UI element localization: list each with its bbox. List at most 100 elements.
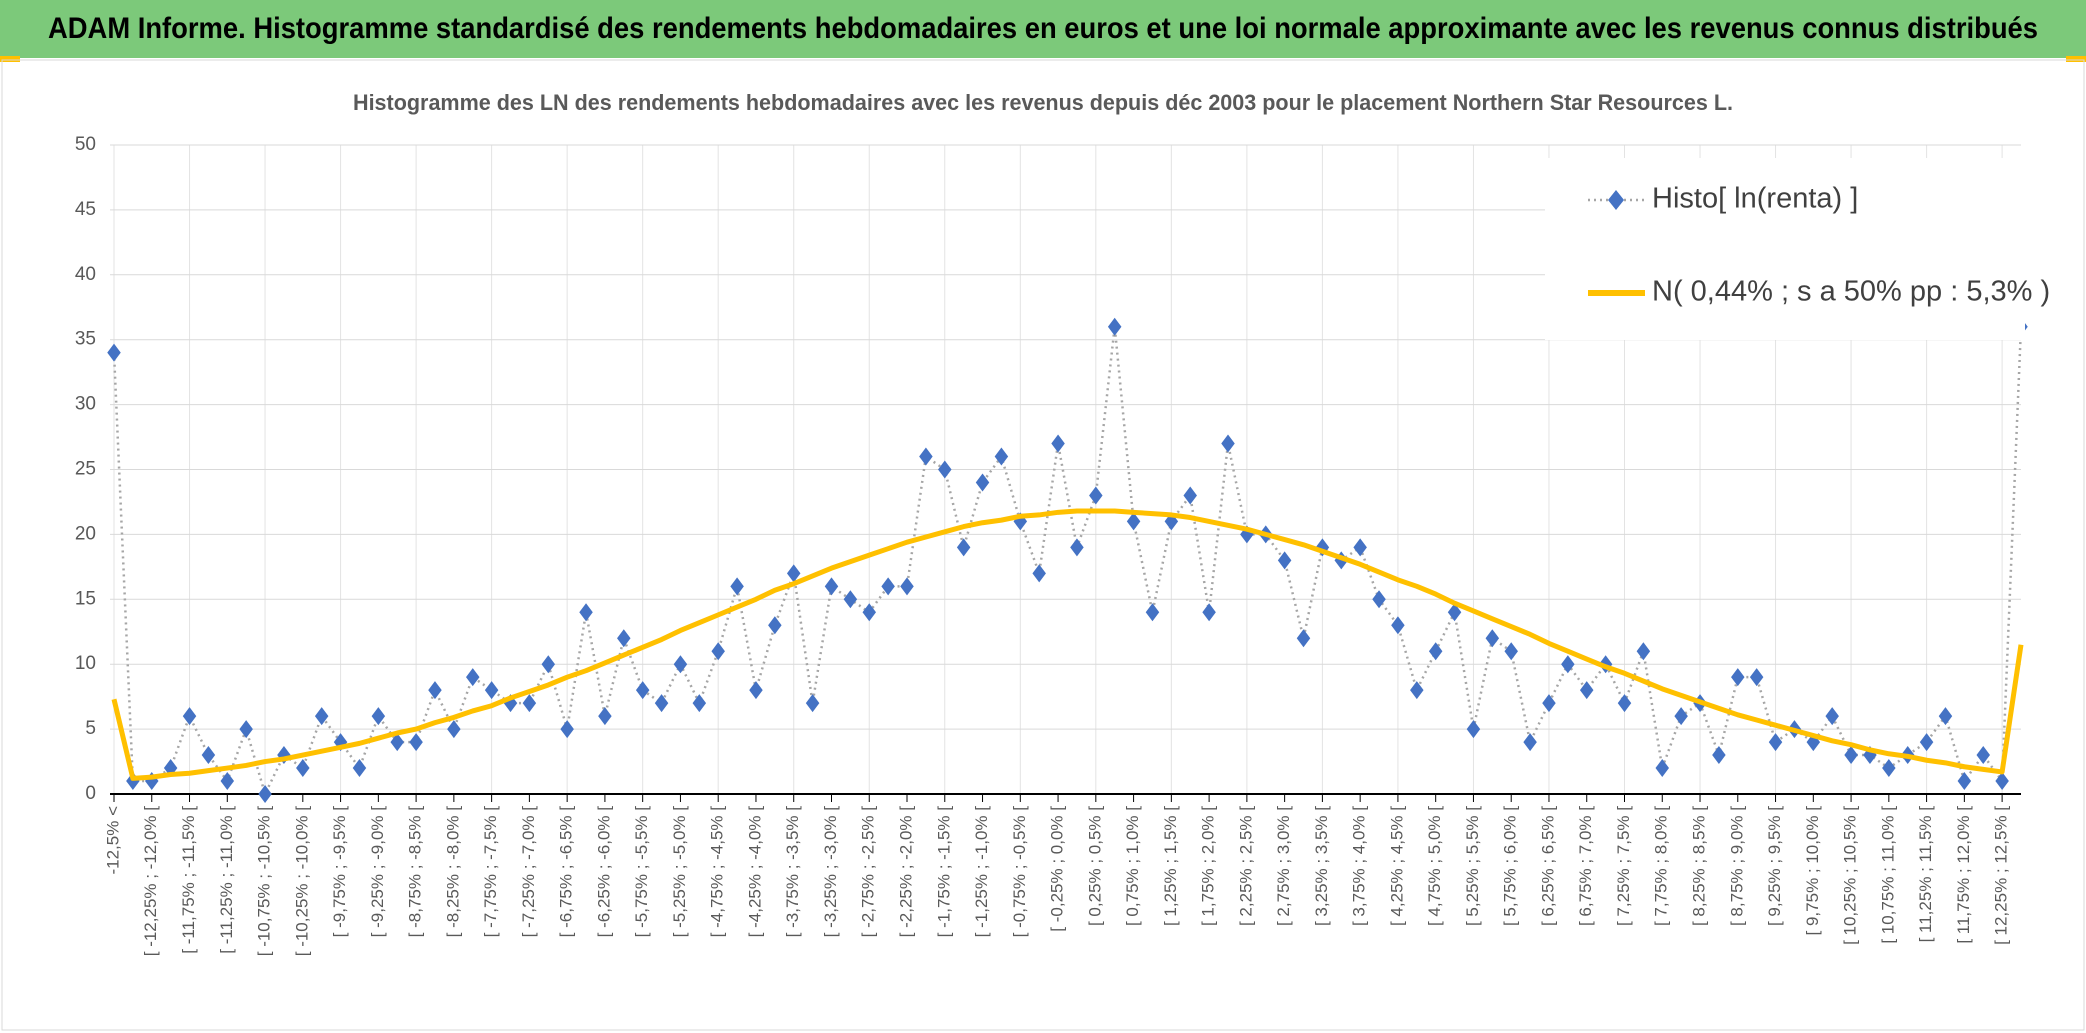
x-tick-label: [ -1,25% ; -1,0% [ xyxy=(972,806,991,938)
histogram-marker xyxy=(1466,720,1481,739)
x-tick-label: [ -6,25% ; -6,0% [ xyxy=(594,806,613,938)
histogram-marker xyxy=(1145,603,1160,622)
histogram-marker xyxy=(673,655,688,674)
histogram-marker xyxy=(296,759,310,778)
histogram-marker xyxy=(239,720,253,739)
x-tick-label: [ -10,75% ; -10,5% [ xyxy=(255,806,274,957)
histogram-marker xyxy=(692,694,707,713)
histogram-marker xyxy=(919,447,933,466)
header-title: ADAM Informe. Histogramme standardisé de… xyxy=(48,12,2038,45)
x-tick-label: -12,5% < xyxy=(103,806,122,875)
histogram-marker xyxy=(786,564,801,583)
x-tick-label: [ 5,75% ; 6,0% [ xyxy=(1501,806,1520,926)
histogram-marker xyxy=(749,681,763,700)
x-tick-label: [ 6,75% ; 7,0% [ xyxy=(1576,806,1595,926)
y-tick-label: 20 xyxy=(75,523,96,544)
x-tick-label: [ 2,25% ; 2,5% [ xyxy=(1236,806,1255,926)
x-tick-label: [ 4,25% ; 4,5% [ xyxy=(1387,806,1406,926)
y-tick-label: 5 xyxy=(85,718,96,739)
legend-label: N( 0,44% ; s a 50% pp : 5,3% ) xyxy=(1652,276,2050,308)
x-tick-label: [ 1,25% ; 1,5% [ xyxy=(1161,806,1180,926)
x-tick-label: [ 1,75% ; 2,0% [ xyxy=(1199,806,1218,926)
histogram-marker xyxy=(1032,564,1046,583)
histogram-marker xyxy=(465,668,480,687)
histogram-marker xyxy=(1957,772,1972,791)
x-tick-label: [ -8,25% ; -8,0% [ xyxy=(443,806,462,938)
x-tick-label: [ -0,25% ; 0,0% [ xyxy=(1048,806,1067,932)
histogram-marker xyxy=(1107,317,1122,336)
histogram-marker xyxy=(371,707,386,726)
histogram-marker xyxy=(1561,655,1575,674)
histogram-marker xyxy=(1183,486,1197,505)
histogram-marker xyxy=(1523,733,1537,752)
histogram-marker xyxy=(654,694,669,713)
histogram-marker xyxy=(314,707,329,726)
histogram-marker xyxy=(1768,733,1783,752)
corner xyxy=(0,56,20,62)
y-tick-label: 50 xyxy=(75,134,96,155)
x-tick-label: [ 11,75% ; 12,0% [ xyxy=(1954,806,1973,944)
histogram-marker xyxy=(1391,616,1405,635)
histogram-marker xyxy=(768,616,782,635)
x-tick-label: [ -12,25% ; -12,0% [ xyxy=(141,806,160,957)
histogram-marker xyxy=(1221,434,1235,453)
histogram-marker xyxy=(560,720,574,739)
x-tick-label: [ -7,75% ; -7,5% [ xyxy=(481,806,500,938)
x-tick-label: [ -11,75% ; -11,5% [ xyxy=(179,806,198,954)
y-tick-label: 0 xyxy=(85,783,96,804)
x-tick-label: [ 3,25% ; 3,5% [ xyxy=(1312,806,1331,926)
x-tick-label: [ 11,25% ; 11,5% [ xyxy=(1916,806,1935,943)
histogram-marker xyxy=(1428,642,1443,661)
x-tick-label: [ -0,75% ; -0,5% [ xyxy=(1010,806,1029,938)
chart-title: Histogramme des LN des rendements hebdom… xyxy=(353,90,1733,115)
histogram-marker xyxy=(1277,551,1292,570)
histogram-marker xyxy=(1447,603,1462,622)
legend-marker xyxy=(1608,190,1624,210)
y-tick-label: 30 xyxy=(75,394,96,415)
x-tick-label: [ -5,75% ; -5,5% [ xyxy=(632,806,651,938)
histogram-marker xyxy=(201,746,216,765)
histogram-marker xyxy=(1882,759,1896,778)
histogram-marker xyxy=(220,772,235,791)
x-tick-label: [ 9,75% ; 10,0% [ xyxy=(1803,806,1822,936)
corner xyxy=(2066,56,2086,62)
x-tick-label: [ -7,25% ; -7,0% [ xyxy=(519,806,538,938)
histogram-marker xyxy=(484,681,499,700)
histogram-marker xyxy=(1051,434,1065,453)
histogram-marker xyxy=(975,473,990,492)
histogram-marker xyxy=(635,681,650,700)
histogram-marker xyxy=(824,577,839,596)
normal-curve xyxy=(111,508,2024,781)
x-tick-label: [ 0,75% ; 1,0% [ xyxy=(1123,806,1142,926)
x-tick-label: [ 6,25% ; 6,5% [ xyxy=(1538,806,1557,926)
x-tick-label: [ -6,75% ; -6,5% [ xyxy=(557,806,576,938)
histogram-marker xyxy=(730,577,744,596)
histogram-marker xyxy=(1089,486,1103,505)
histogram-marker xyxy=(107,343,121,362)
y-tick-label: 45 xyxy=(75,199,96,220)
histogram-marker xyxy=(881,577,895,596)
histogram-marker xyxy=(598,707,612,726)
histogram-marker xyxy=(994,447,1009,466)
x-tick-label: [ 8,75% ; 9,0% [ xyxy=(1727,806,1746,926)
histogram-marker xyxy=(1617,694,1632,713)
histogram-marker xyxy=(862,603,876,622)
x-tick-label: [ -3,75% ; -3,5% [ xyxy=(783,806,802,938)
x-tick-label: [ 7,25% ; 7,5% [ xyxy=(1614,806,1633,926)
x-tick-label: [ -4,75% ; -4,5% [ xyxy=(708,806,727,938)
histogram-marker xyxy=(1655,759,1670,778)
histogram-marker xyxy=(182,707,197,726)
histogram-marker xyxy=(1542,694,1556,713)
x-tick-label: [ 7,75% ; 8,0% [ xyxy=(1652,806,1671,926)
histogram-marker xyxy=(1410,681,1424,700)
histogram-marker xyxy=(409,733,423,752)
histogram-marker xyxy=(1070,538,1084,557)
histogram-marker xyxy=(1636,642,1651,661)
histogram-marker xyxy=(1749,668,1764,687)
histogram-marker xyxy=(1353,538,1367,557)
x-tick-label: [ 2,75% ; 3,0% [ xyxy=(1274,806,1293,926)
histogram-marker xyxy=(390,733,404,752)
x-tick-label: [ 10,25% ; 10,5% [ xyxy=(1841,806,1860,945)
histogram-marker xyxy=(1938,707,1953,726)
histogram-marker xyxy=(900,577,914,596)
